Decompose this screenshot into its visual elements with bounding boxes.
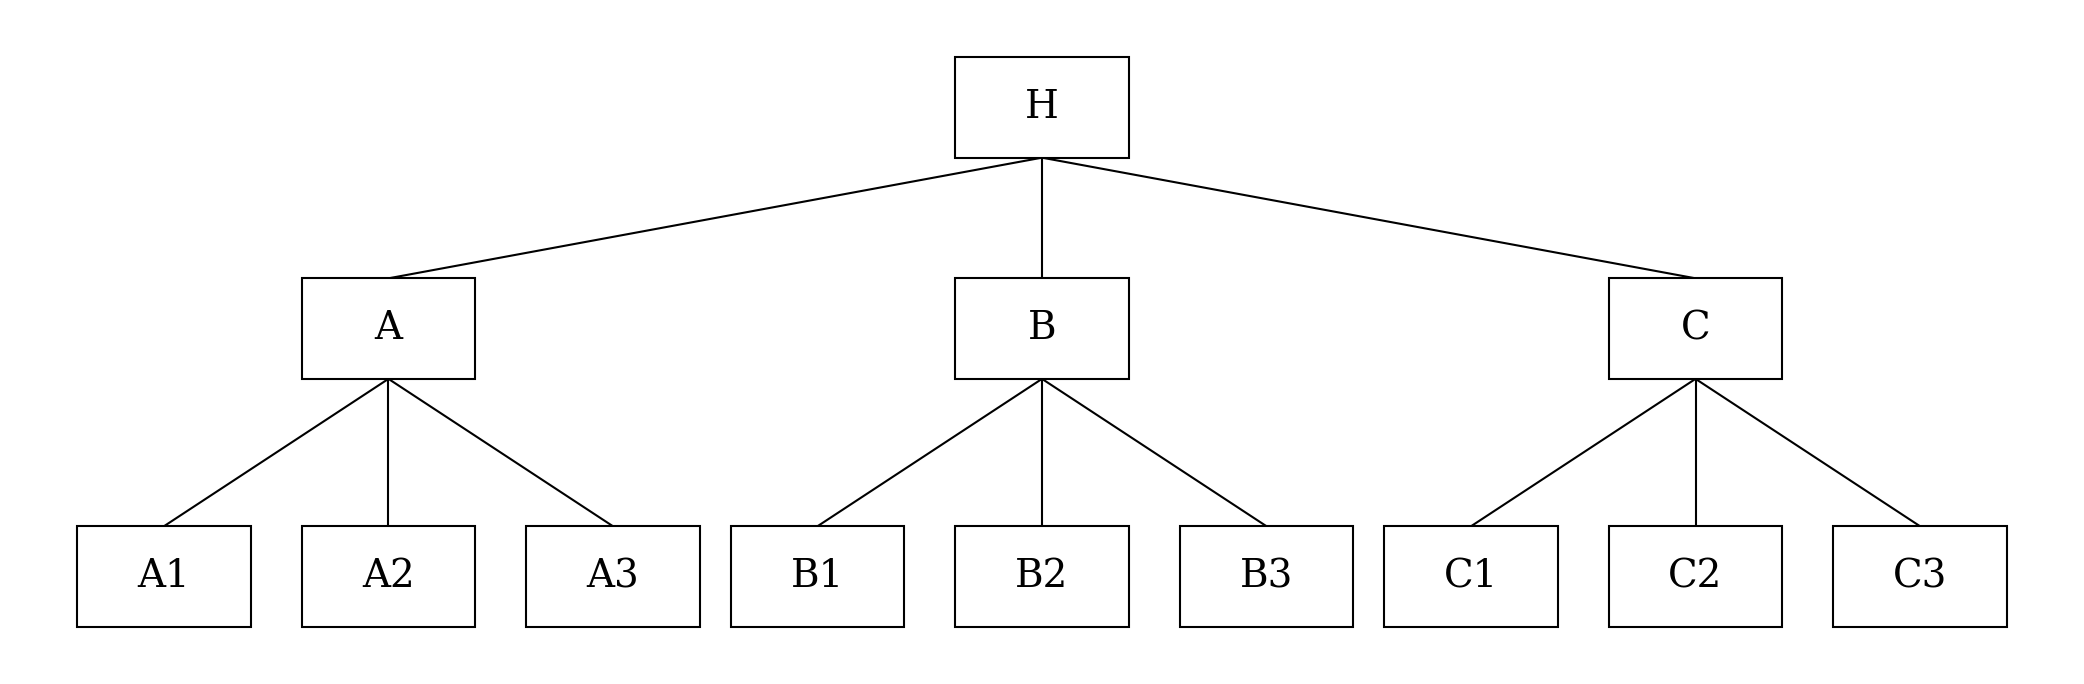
Text: B2: B2 — [1015, 558, 1069, 595]
Text: B: B — [1027, 310, 1057, 347]
Bar — [954, 57, 1130, 158]
Bar — [1609, 527, 1782, 627]
Text: C1: C1 — [1444, 558, 1498, 595]
Bar — [1609, 278, 1782, 379]
Text: A3: A3 — [588, 558, 640, 595]
Text: A1: A1 — [138, 558, 190, 595]
Bar — [77, 527, 250, 627]
Text: C3: C3 — [1892, 558, 1946, 595]
Bar — [527, 527, 700, 627]
Bar — [1384, 527, 1557, 627]
Text: B3: B3 — [1240, 558, 1294, 595]
Bar — [731, 527, 904, 627]
Bar — [302, 278, 475, 379]
Text: B1: B1 — [790, 558, 844, 595]
Bar — [954, 278, 1130, 379]
Bar — [302, 527, 475, 627]
Bar — [1834, 527, 2007, 627]
Bar — [1180, 527, 1353, 627]
Bar — [954, 527, 1130, 627]
Text: H: H — [1025, 89, 1059, 126]
Text: C2: C2 — [1669, 558, 1723, 595]
Text: A: A — [375, 310, 402, 347]
Text: A2: A2 — [363, 558, 415, 595]
Text: C: C — [1680, 310, 1711, 347]
